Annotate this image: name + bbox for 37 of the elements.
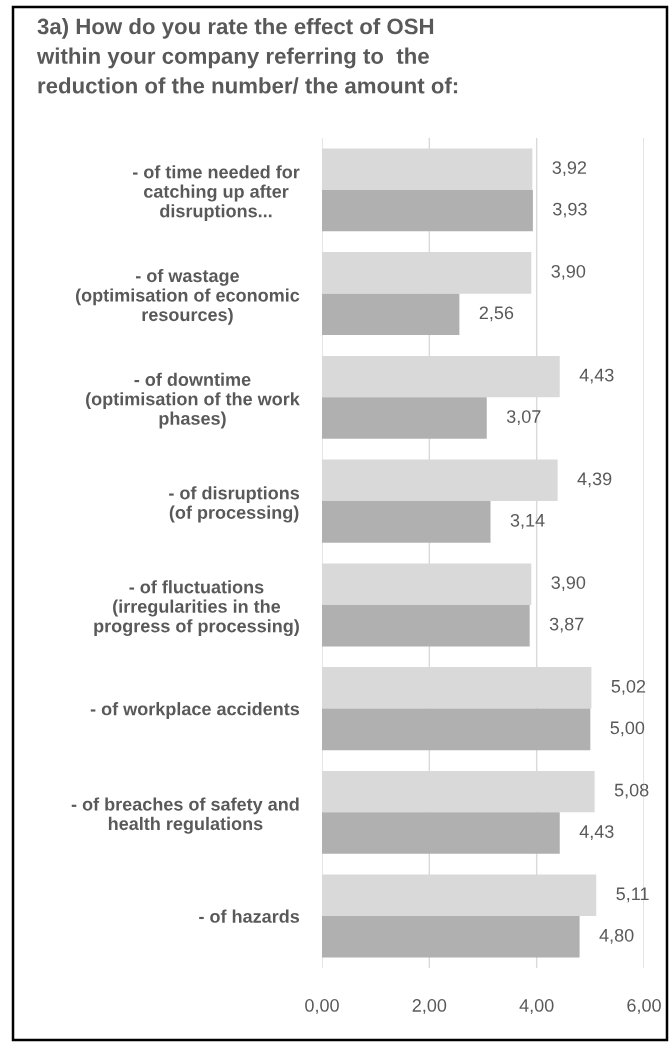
data-label: 4,80: [599, 928, 634, 944]
data-label: 3,14: [510, 513, 545, 529]
data-label: 5,00: [610, 721, 645, 737]
bar: [322, 189, 533, 232]
bar: [322, 604, 530, 647]
bar: [322, 916, 580, 958]
y-tick-label: - of breaches of safety and health regulations: [71, 797, 299, 834]
data-label: 3,92: [552, 161, 587, 177]
bar: [322, 812, 560, 854]
bar: [322, 501, 491, 543]
y-tick-label: - of wastage (optimisation of economic resources): [76, 268, 300, 325]
data-label: 3,90: [551, 576, 586, 592]
x-tick-label: 4,00: [519, 999, 554, 1014]
data-label: 5,11: [616, 887, 649, 903]
data-label: 3,90: [551, 264, 586, 280]
data-label: 5,08: [614, 783, 649, 799]
y-tick-label: - of downtime (optimisation of the work phases): [86, 372, 300, 429]
x-tick-label: 0,00: [305, 999, 339, 1014]
y-tick-label: - of time needed for catching up after disruptions...: [132, 165, 300, 221]
data-label: 3,07: [506, 410, 541, 426]
x-tick-label: 2,00: [412, 999, 447, 1014]
chart-title: 3a) How do you rate the effect of OSH within your company referring to the reduction of the number/ the amount of:: [36, 18, 458, 94]
bar: [322, 397, 487, 439]
y-tick-label: - of workplace accidents: [90, 702, 300, 719]
data-label: 5,02: [611, 679, 646, 695]
data-label: 3,93: [553, 202, 587, 218]
data-label: 4,43: [579, 825, 614, 841]
bar: [322, 708, 591, 751]
data-label: 4,43: [579, 368, 614, 384]
data-label: 2,56: [479, 306, 514, 322]
y-tick-label: - of disruptions (of processing): [169, 486, 300, 523]
data-label: 3,87: [549, 617, 584, 633]
bar: [322, 293, 460, 336]
x-tick-label: 6,00: [627, 999, 661, 1014]
data-label: 4,39: [577, 472, 612, 488]
y-tick-label: - of hazards: [199, 909, 300, 923]
y-tick-label: - of fluctuations (irregularities in the progress of processing): [94, 580, 299, 637]
